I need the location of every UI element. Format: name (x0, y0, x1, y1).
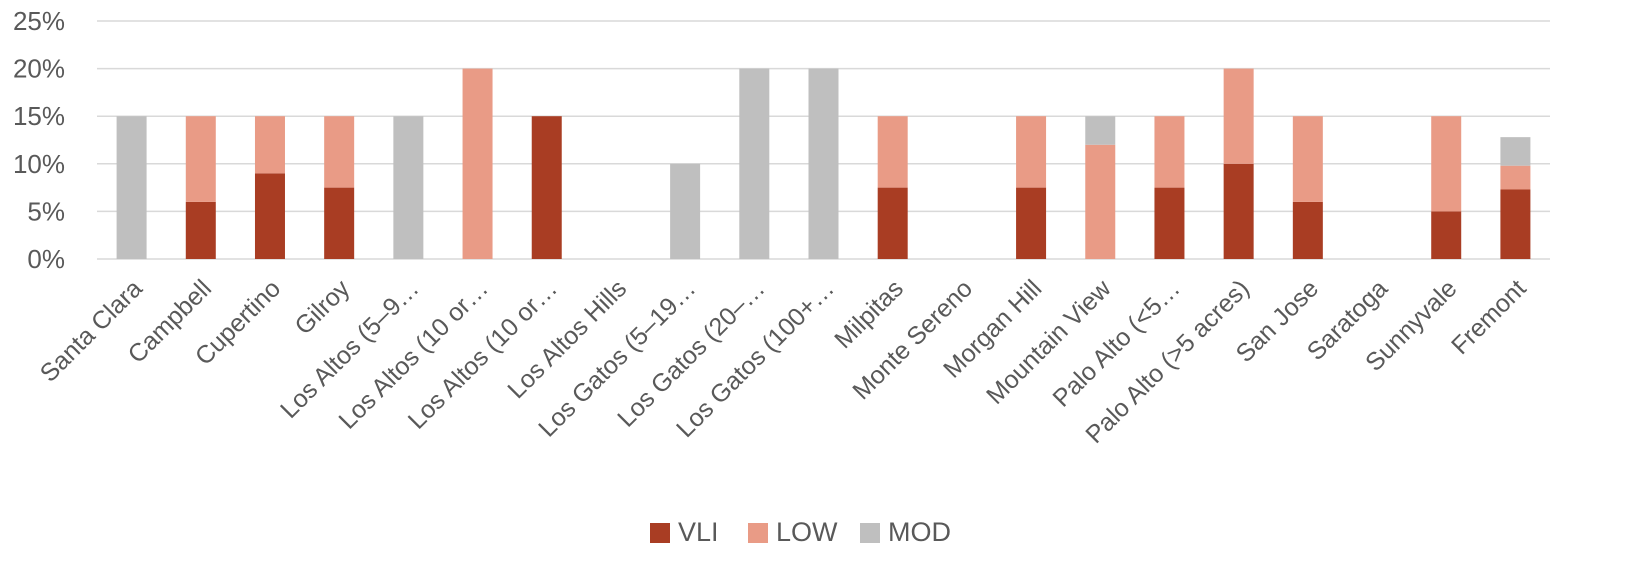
bar-vli (877, 187, 908, 259)
bar-low (877, 116, 908, 188)
bar-mod (808, 68, 839, 259)
y-tick-label: 15% (13, 101, 65, 131)
y-tick-label: 5% (27, 196, 65, 226)
bar-vli (1223, 163, 1254, 259)
bar-low (1292, 116, 1323, 202)
legend-label: LOW (776, 517, 838, 547)
bar-low (1016, 116, 1047, 188)
bar-vli (1016, 187, 1047, 259)
bar-vli (531, 116, 562, 259)
y-tick-label: 0% (27, 244, 65, 274)
y-tick-label: 10% (13, 149, 65, 179)
legend-swatch-vli (650, 523, 670, 543)
y-tick-label: 25% (13, 6, 65, 36)
bar-vli (1431, 211, 1462, 259)
bar-low (1223, 68, 1254, 164)
legend-label: VLI (678, 517, 719, 547)
bar-low (1500, 165, 1531, 190)
x-category-label: Gilroy (289, 274, 355, 340)
bar-mod (1085, 116, 1116, 145)
bar-low (462, 68, 493, 259)
bar-low (1431, 116, 1462, 212)
bar-vli (185, 201, 216, 259)
bar-vli (1500, 189, 1531, 259)
bar-mod (1500, 137, 1531, 166)
bar-mod (116, 116, 147, 259)
bar-low (1154, 116, 1185, 188)
bars (116, 68, 1531, 259)
bar-vli (1292, 201, 1323, 259)
bar-mod (393, 116, 424, 259)
x-category-label: Mountain View (981, 274, 1117, 410)
x-category-label: Monte Sereno (847, 274, 978, 405)
legend-swatch-mod (860, 523, 880, 543)
bar-mod (739, 68, 770, 259)
legend-swatch-low (748, 523, 768, 543)
bar-low (324, 116, 355, 188)
bar-low (1085, 144, 1116, 259)
bar-vli (324, 187, 355, 259)
x-category-label: Santa Clara (35, 274, 148, 387)
legend-label: MOD (888, 517, 951, 547)
x-category-label: Los Altos Hills (502, 274, 632, 404)
legend: VLI LOW MOD (650, 517, 951, 547)
bar-vli (254, 173, 285, 259)
bar-mod (670, 163, 701, 259)
bar-low (254, 116, 285, 174)
bar-low (185, 116, 216, 202)
y-axis-ticks: 0% 5% 10% 15% 20% 25% (13, 6, 65, 274)
x-category-label: Fremont (1446, 274, 1532, 360)
y-tick-label: 20% (13, 54, 65, 84)
bar-vli (1154, 187, 1185, 259)
